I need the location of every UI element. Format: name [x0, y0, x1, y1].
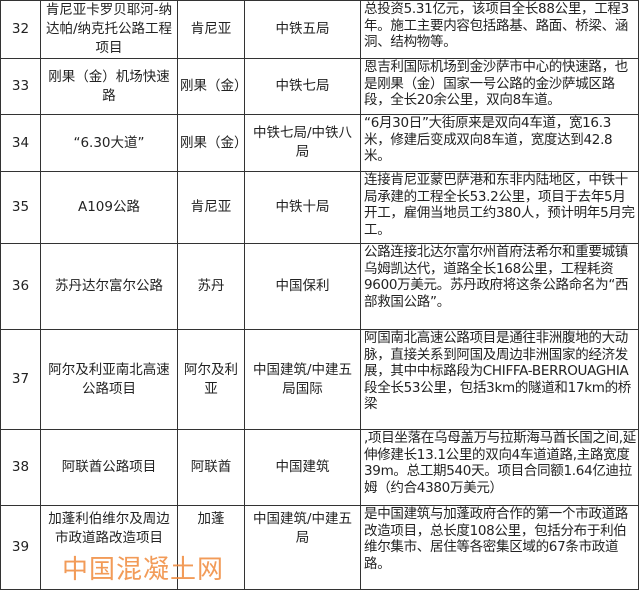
project-name: 苏丹达尔富尔公路	[40, 243, 178, 330]
description: 阿国南北高速公路项目是通往非洲腹地的大动脉，直接关系到阿国及周边非洲国家的经济发…	[360, 329, 639, 430]
description: 是中国建筑与加蓬政府合作的第一个市政道路改造项目，总长度108公里，包括分布于利…	[360, 505, 639, 590]
project-name: 加蓬利伯维尔及周边市政道路改造项目	[40, 505, 178, 590]
contractor: 中国建筑/中建五局	[244, 505, 361, 590]
description: 恩吉利国际机场到金沙萨市中心的快速路，也是刚果（金）国家一号公路的金沙萨城区路段…	[360, 58, 639, 115]
table-row: 36 苏丹达尔富尔公路 苏丹 中国保利 公路连接北达尔富尔州首府法希尔和重要城镇乌姆凯达…	[0, 243, 639, 330]
project-name: 阿联酋公路项目	[40, 429, 178, 506]
project-name: 阿尔及利亚南北高速公路项目	[40, 329, 178, 430]
contractor: 中铁十局	[244, 171, 361, 244]
row-number: 34	[0, 114, 41, 172]
table-row: 33 刚果（金）机场快速路 刚果（金） 中铁七局 恩吉利国际机场到金沙萨市中心的快速路，…	[0, 58, 639, 115]
contractor: 中国建筑	[244, 429, 361, 506]
country: 阿尔及利亚	[177, 329, 245, 430]
description: 总投资5.31亿元，该项目全长88公里，工程3年。施工主要内容包括路基、路面、桥…	[360, 0, 639, 59]
project-name: 刚果（金）机场快速路	[40, 58, 178, 115]
row-number: 35	[0, 171, 41, 244]
row-number: 37	[0, 329, 41, 430]
contractor: 中国建筑/中建五局国际	[244, 329, 361, 430]
country: 肯尼亚	[177, 0, 245, 59]
project-name: A109公路	[40, 171, 178, 244]
project-name: 肯尼亚卡罗贝耶河-纳达帕/纳克托公路工程项目	[40, 0, 178, 59]
contractor: 中铁五局	[244, 0, 361, 59]
contractor: 中国保利	[244, 243, 361, 330]
contractor: 中铁七局	[244, 58, 361, 115]
country: 刚果（金）	[177, 114, 245, 172]
country: 苏丹	[177, 243, 245, 330]
table-row: 38 阿联酋公路项目 阿联酋 中国建筑 ,项目坐落在乌母盖万与拉斯海马酋长国之间,延伸修…	[0, 429, 639, 506]
country: 阿联酋	[177, 429, 245, 506]
row-number: 36	[0, 243, 41, 330]
table-row: 35 A109公路 肯尼亚 中铁十局 连接肯尼亚蒙巴萨港和东非内陆地区，中铁十局承建的工…	[0, 171, 639, 244]
table-row: 34 “6.30大道” 刚果（金） 中铁七局/中铁八局 “6月30日”大街原来是双向4车…	[0, 114, 639, 172]
country: 刚果（金）	[177, 58, 245, 115]
row-number: 39	[0, 505, 41, 590]
contractor: 中铁七局/中铁八局	[244, 114, 361, 172]
row-number: 33	[0, 58, 41, 115]
table-row: 32 肯尼亚卡罗贝耶河-纳达帕/纳克托公路工程项目 肯尼亚 中铁五局 总投资5.31亿元…	[0, 0, 639, 59]
country: 加蓬	[177, 505, 245, 590]
row-number: 32	[0, 0, 41, 59]
description: 公路连接北达尔富尔州首府法希尔和重要城镇乌姆凯达代，道路全长168公里，工程耗资…	[360, 243, 639, 330]
description: “6月30日”大街原来是双向4车道，宽16.3米，修建后变成双向8车道，宽度达到…	[360, 114, 639, 172]
description: ,项目坐落在乌母盖万与拉斯海马酋长国之间,延伸修建长13.1公里的双向4车道道路…	[360, 429, 639, 506]
project-name: “6.30大道”	[40, 114, 178, 172]
table-row: 39 加蓬利伯维尔及周边市政道路改造项目 加蓬 中国建筑/中建五局 是中国建筑与加蓬政府…	[0, 505, 639, 590]
country: 肯尼亚	[177, 171, 245, 244]
table-row: 37 阿尔及利亚南北高速公路项目 阿尔及利亚 中国建筑/中建五局国际 阿国南北高速公路项…	[0, 329, 639, 430]
row-number: 38	[0, 429, 41, 506]
description: 连接肯尼亚蒙巴萨港和东非内陆地区，中铁十局承建的工程全长53.2公里，项目于去年…	[360, 171, 639, 244]
